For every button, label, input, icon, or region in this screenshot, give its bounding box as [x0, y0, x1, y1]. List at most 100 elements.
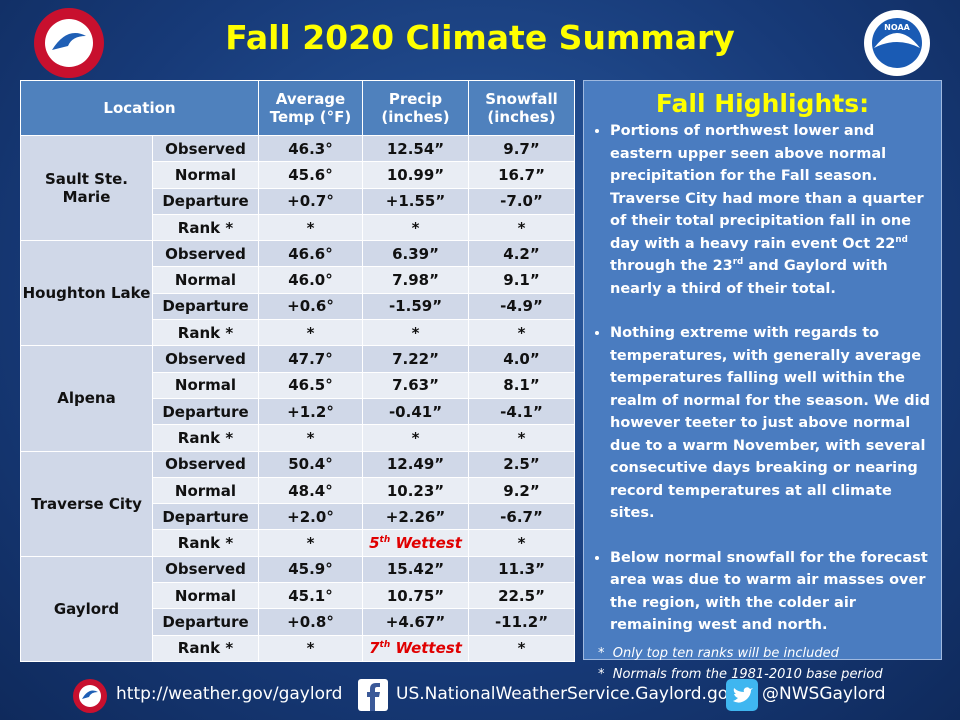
row-label: Normal — [152, 476, 259, 505]
highlights-panel: Fall Highlights: Portions of northwest l… — [583, 80, 942, 682]
row: Departure +2.0° +2.26” -6.7” — [21, 503, 575, 531]
row: Departure +0.8° +4.67” -11.2” — [21, 608, 575, 636]
cell: -11.2” — [468, 608, 575, 636]
cell: 9.1” — [468, 266, 575, 294]
row-label: Departure — [152, 608, 259, 636]
cell: +0.6° — [258, 292, 363, 321]
cell: 10.75” — [362, 582, 469, 610]
cell: +2.0° — [258, 503, 363, 531]
row: Departure +1.2° -0.41” -4.1” — [21, 397, 575, 426]
cell: +4.67” — [362, 608, 469, 636]
cell: * — [468, 529, 575, 557]
text: through the 23 — [610, 258, 733, 274]
title: Fall 2020 Climate Summary — [225, 18, 735, 57]
cell: * — [362, 319, 469, 347]
cell: * — [468, 319, 575, 347]
cell: * — [468, 213, 575, 242]
cell: * — [258, 529, 363, 557]
column-header: Precip (inches) — [362, 80, 469, 136]
rank-number: 5 — [369, 534, 380, 553]
cell: 10.99” — [362, 161, 469, 189]
cell: 46.5° — [258, 371, 363, 399]
row-label: Normal — [152, 161, 259, 189]
row: Rank * * * * — [21, 424, 575, 452]
cell: 7th Wettest — [362, 634, 469, 662]
cell: 48.4° — [258, 476, 363, 505]
sup: nd — [895, 234, 908, 245]
cell: * — [362, 213, 469, 242]
cell: -1.59” — [362, 292, 469, 321]
text: Portions of northwest lower and eastern … — [610, 123, 924, 252]
cell: 11.3” — [468, 555, 575, 584]
cell: 7.98” — [362, 266, 469, 294]
row-label: Normal — [152, 266, 259, 294]
row: Normal 45.1° 10.75” 22.5” — [21, 582, 575, 610]
row: Rank * * * * — [21, 213, 575, 242]
cell: 45.9° — [258, 555, 363, 584]
bullet: Below normal snowfall for the forecast a… — [610, 547, 931, 637]
location: Traverse City — [20, 450, 153, 557]
cell: +1.2° — [258, 397, 363, 426]
rank-suffix: th — [379, 640, 391, 651]
row-label: Observed — [152, 345, 259, 373]
row: Houghton Lake Observed 46.6° 6.39” 4.2” — [20, 240, 575, 347]
bullet-list: Portions of northwest lower and eastern … — [584, 120, 941, 637]
row-label: Departure — [152, 503, 259, 531]
cell: * — [258, 424, 363, 452]
cell: 7.63” — [362, 371, 469, 399]
cell: 9.2” — [468, 476, 575, 505]
row-label: Observed — [152, 240, 259, 268]
cell: -0.41” — [362, 397, 469, 426]
cell: 6.39” — [362, 240, 469, 268]
column-header: Snowfall (inches) — [468, 80, 575, 136]
row: Departure +0.7° +1.55” -7.0” — [21, 187, 575, 215]
row: Normal 48.4° 10.23” 9.2” — [21, 476, 575, 505]
rank-suffix: th — [379, 535, 391, 546]
cell: 16.7” — [468, 161, 575, 189]
location: Sault Ste. Marie — [20, 134, 153, 242]
row: Traverse City Observed 50.4° 12.49” 2.5” — [20, 450, 575, 557]
rank-number: 7 — [369, 639, 380, 658]
row-label: Observed — [152, 134, 259, 163]
cell: 46.3° — [258, 134, 363, 163]
cell: * — [258, 213, 363, 242]
cell: * — [258, 319, 363, 347]
cell: * — [468, 424, 575, 452]
row: Sault Ste. Marie Observed 46.3° 12.54” 9.7” — [20, 134, 575, 242]
facebook-icon — [358, 679, 388, 711]
twitter-icon — [726, 679, 758, 711]
cell: 4.0” — [468, 345, 575, 373]
cell: +0.7° — [258, 187, 363, 215]
row-label: Departure — [152, 292, 259, 321]
twitter: @NWSGaylord — [762, 684, 886, 704]
cell: * — [258, 634, 363, 662]
cell: 50.4° — [258, 450, 363, 478]
sup: rd — [732, 257, 744, 268]
rank-word: Wettest — [395, 534, 462, 553]
row: Gaylord Observed 45.9° 15.42” 11.3” — [20, 555, 575, 662]
cell: -6.7” — [468, 503, 575, 531]
cell: 45.6° — [258, 161, 363, 189]
website: http://weather.gov/gaylord — [116, 684, 343, 704]
note-text: Only top ten ranks will be included — [612, 645, 839, 661]
column-header: Average Temp (°F) — [258, 80, 363, 136]
cell: * — [362, 424, 469, 452]
nws-logo — [34, 8, 104, 78]
note: * Only top ten ranks will be included — [598, 645, 839, 661]
row: Alpena Observed 47.7° 7.22” 4.0” — [20, 345, 575, 452]
row-label: Normal — [152, 582, 259, 610]
cell: +2.26” — [362, 503, 469, 531]
cell: 10.23” — [362, 476, 469, 505]
highlights-title: Fall Highlights: — [655, 89, 870, 118]
row: Rank * * 7th Wettest * — [21, 634, 575, 662]
text: Below normal snowfall for the forecast a… — [610, 549, 928, 634]
cell: 9.7” — [468, 134, 575, 163]
climate-table: Location Average Temp (°F) Precip (inche… — [20, 80, 575, 662]
cell: 8.1” — [468, 371, 575, 399]
cell: 45.1° — [258, 582, 363, 610]
text: Nothing extreme with regards to temperat… — [610, 325, 930, 521]
row-label: Normal — [152, 371, 259, 399]
noaa-text: NOAA — [884, 23, 910, 32]
cell: 22.5” — [468, 582, 575, 610]
text: and Gaylord with nearly a third of their… — [610, 258, 888, 297]
